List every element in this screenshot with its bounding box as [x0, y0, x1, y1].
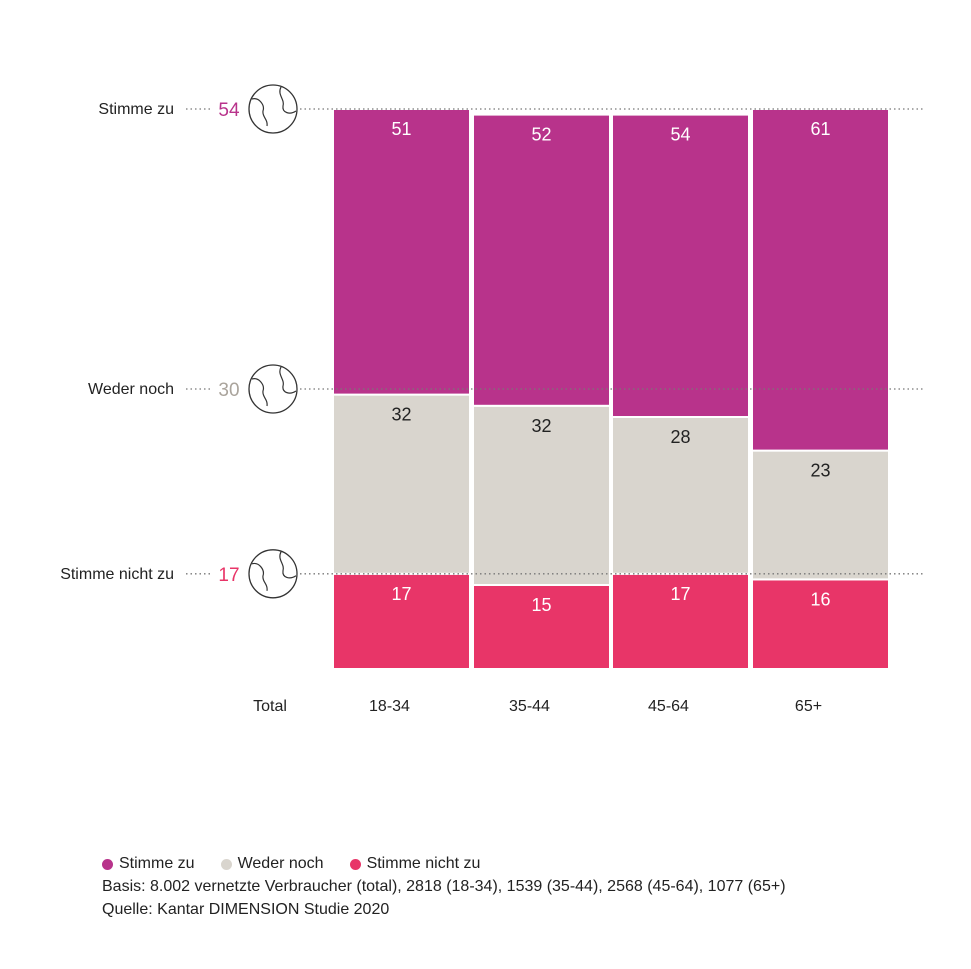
globe-icon	[248, 364, 298, 414]
data-label-stimme-nicht-zu: 16	[810, 589, 830, 609]
bar-segment-weder-noch	[611, 416, 750, 575]
bar-segment-stimme-zu	[332, 108, 471, 396]
total-value-stimme-nicht-zu: 17	[218, 565, 239, 586]
legend-dot-weder-noch	[220, 858, 232, 870]
data-label-stimme-zu: 51	[391, 119, 411, 139]
legend-dot-stimme-nicht-zu	[349, 858, 361, 870]
legend-item-weder-noch: Weder noch	[220, 855, 324, 873]
globe-icon	[248, 549, 298, 599]
legend-label: Weder noch	[237, 855, 324, 872]
globe-continent-west	[251, 98, 268, 127]
globe-continent-east	[279, 551, 297, 579]
globe-continent-east	[279, 366, 297, 394]
basis-note: Basis: 8.002 vernetzte Verbraucher (tota…	[102, 878, 786, 895]
bar-segment-stimme-nicht-zu	[332, 572, 471, 670]
data-label-stimme-nicht-zu: 17	[391, 584, 411, 604]
row-label-stimme-nicht-zu: Stimme nicht zu	[60, 566, 174, 583]
data-label-weder-noch: 32	[391, 405, 411, 425]
total-value-stimme-zu: 54	[218, 100, 240, 121]
source-note: Quelle: Kantar DIMENSION Studie 2020	[102, 901, 390, 918]
globe-icon	[248, 84, 298, 134]
bar-segment-stimme-nicht-zu	[751, 578, 890, 671]
legend-label: Stimme nicht zu	[366, 855, 481, 872]
bar-segment-stimme-nicht-zu	[611, 572, 750, 670]
bar-segment-stimme-zu	[611, 113, 750, 418]
legend: Stimme zu Weder noch Stimme nicht zu Bas…	[102, 853, 786, 921]
stacked-bar-chart: 17 32 51 18-34 15 32 52 35-44 17 28 54 45-64 16 23 61 6…	[60, 84, 925, 715]
globe-continent-east	[279, 86, 297, 114]
data-label-stimme-zu: 54	[670, 125, 690, 145]
data-label-stimme-zu: 52	[531, 125, 551, 145]
row-label-stimme-zu: Stimme zu	[98, 101, 174, 118]
legend-label: Stimme zu	[119, 855, 195, 872]
data-label-stimme-nicht-zu: 17	[670, 584, 690, 604]
legend-item-stimme-nicht-zu: Stimme nicht zu	[349, 855, 481, 873]
x-tick-label: 65+	[795, 698, 822, 715]
total-value-weder-noch: 30	[218, 380, 239, 401]
globe-continent-west	[251, 562, 268, 591]
total-label: Total	[253, 698, 287, 715]
row-label-weder-noch: Weder noch	[88, 381, 174, 398]
x-tick-label: 18-34	[369, 698, 410, 715]
bar-segment-weder-noch	[332, 393, 471, 575]
data-label-weder-noch: 32	[531, 416, 551, 436]
data-label-stimme-zu: 61	[810, 119, 830, 139]
data-label-weder-noch: 23	[810, 461, 830, 481]
bar-segment-weder-noch	[472, 404, 611, 586]
bar-segment-stimme-zu	[472, 113, 611, 407]
globe-continent-west	[251, 378, 268, 407]
x-tick-label: 45-64	[648, 698, 689, 715]
legend-dot-stimme-zu	[102, 858, 113, 870]
data-label-stimme-nicht-zu: 15	[531, 595, 551, 615]
legend-item-stimme-zu: Stimme zu	[102, 855, 195, 873]
bar-segment-weder-noch	[751, 449, 890, 581]
x-tick-label: 35-44	[509, 698, 550, 715]
data-label-weder-noch: 28	[670, 427, 690, 447]
bar-segment-stimme-zu	[751, 108, 890, 452]
